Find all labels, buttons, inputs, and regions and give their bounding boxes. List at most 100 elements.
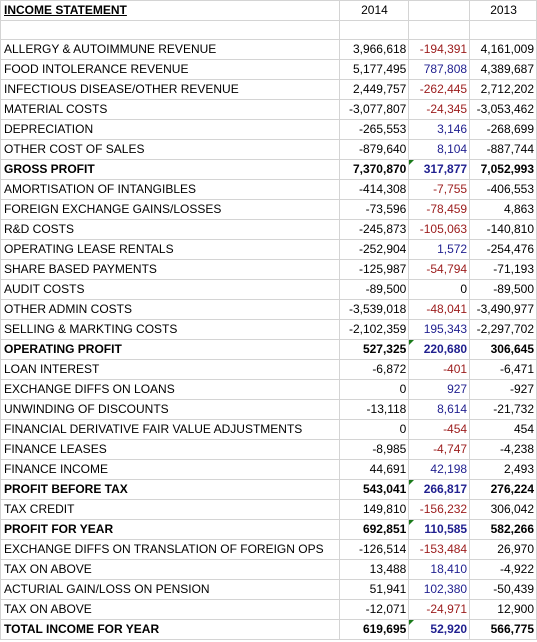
value-2013-cell[interactable]: -4,238: [469, 439, 537, 460]
value-2013-cell[interactable]: 4,161,009: [469, 39, 537, 60]
row-label-cell[interactable]: TAX ON ABOVE: [0, 559, 340, 580]
row-label-cell[interactable]: TOTAL INCOME FOR YEAR: [0, 619, 340, 640]
change-cell[interactable]: -48,041: [408, 299, 471, 320]
value-2013-cell[interactable]: 12,900: [469, 599, 537, 620]
change-cell[interactable]: -454: [408, 419, 471, 440]
change-cell[interactable]: -7,755: [408, 179, 471, 200]
change-cell[interactable]: 317,877: [408, 159, 471, 180]
value-2014-cell[interactable]: 692,851: [338, 519, 410, 540]
value-2014-cell[interactable]: -2,102,359: [338, 319, 410, 340]
value-2013-cell[interactable]: 454: [469, 419, 537, 440]
value-2014-cell[interactable]: 543,041: [338, 479, 410, 500]
change-cell[interactable]: 220,680: [408, 339, 471, 360]
value-2013-cell[interactable]: -21,732: [469, 399, 537, 420]
row-label-cell[interactable]: EXCHANGE DIFFS ON TRANSLATION OF FOREIGN…: [0, 539, 340, 560]
header-change-cell[interactable]: [408, 0, 471, 21]
row-label-cell[interactable]: PROFIT BEFORE TAX: [0, 479, 340, 500]
value-2013-cell[interactable]: -50,439: [469, 579, 537, 600]
value-2013-cell[interactable]: -254,476: [469, 239, 537, 260]
value-2014-cell[interactable]: 2,449,757: [338, 79, 410, 100]
value-2013-cell[interactable]: -71,193: [469, 259, 537, 280]
row-label-cell[interactable]: UNWINDING OF DISCOUNTS: [0, 399, 340, 420]
value-2014-cell[interactable]: 51,941: [338, 579, 410, 600]
value-2014-cell[interactable]: 3,966,618: [338, 39, 410, 60]
value-2014-cell[interactable]: -6,872: [338, 359, 410, 380]
change-cell[interactable]: 8,104: [408, 139, 471, 160]
value-2014-cell[interactable]: 619,695: [338, 619, 410, 640]
row-label-cell[interactable]: DEPRECIATION: [0, 119, 340, 140]
value-2013-cell[interactable]: -4,922: [469, 559, 537, 580]
statement-title-cell[interactable]: INCOME STATEMENT: [0, 0, 340, 21]
value-2014-cell[interactable]: 0: [338, 419, 410, 440]
value-2013-cell[interactable]: 7,052,993: [469, 159, 537, 180]
value-2014-cell[interactable]: -252,904: [338, 239, 410, 260]
value-2013-cell[interactable]: 26,970: [469, 539, 537, 560]
row-label-cell[interactable]: R&D COSTS: [0, 219, 340, 240]
row-label-cell[interactable]: TAX CREDIT: [0, 499, 340, 520]
value-2013-cell[interactable]: 4,389,687: [469, 59, 537, 80]
header-2014-cell[interactable]: 2014: [338, 0, 410, 21]
value-2014-cell[interactable]: -89,500: [338, 279, 410, 300]
value-2013-cell[interactable]: -3,053,462: [469, 99, 537, 120]
row-label-cell[interactable]: GROSS PROFIT: [0, 159, 340, 180]
change-cell[interactable]: 1,572: [408, 239, 471, 260]
row-label-cell[interactable]: LOAN INTEREST: [0, 359, 340, 380]
change-cell[interactable]: -78,459: [408, 199, 471, 220]
value-2014-cell[interactable]: 13,488: [338, 559, 410, 580]
row-label-cell[interactable]: SELLING & MARKTING COSTS: [0, 319, 340, 340]
value-2014-cell[interactable]: -3,077,807: [338, 99, 410, 120]
change-cell[interactable]: 787,808: [408, 59, 471, 80]
row-label-cell[interactable]: OPERATING LEASE RENTALS: [0, 239, 340, 260]
row-label-cell[interactable]: AUDIT COSTS: [0, 279, 340, 300]
change-cell[interactable]: 110,585: [408, 519, 471, 540]
value-2014-cell[interactable]: -13,118: [338, 399, 410, 420]
row-label-cell[interactable]: AMORTISATION OF INTANGIBLES: [0, 179, 340, 200]
value-2013-cell[interactable]: 306,042: [469, 499, 537, 520]
change-cell[interactable]: -262,445: [408, 79, 471, 100]
change-cell[interactable]: -24,345: [408, 99, 471, 120]
change-cell[interactable]: 266,817: [408, 479, 471, 500]
change-cell[interactable]: 3,146: [408, 119, 471, 140]
value-2013-cell[interactable]: -89,500: [469, 279, 537, 300]
value-2014-cell[interactable]: 527,325: [338, 339, 410, 360]
change-cell[interactable]: -401: [408, 359, 471, 380]
change-cell[interactable]: -24,971: [408, 599, 471, 620]
value-2013-cell[interactable]: 566,775: [469, 619, 537, 640]
value-2014-cell[interactable]: -245,873: [338, 219, 410, 240]
value-2014-cell[interactable]: -879,640: [338, 139, 410, 160]
row-label-cell[interactable]: FINANCE LEASES: [0, 439, 340, 460]
value-2013-cell[interactable]: -6,471: [469, 359, 537, 380]
value-2013-cell[interactable]: 4,863: [469, 199, 537, 220]
value-2014-cell[interactable]: -265,553: [338, 119, 410, 140]
value-2013-cell[interactable]: -927: [469, 379, 537, 400]
value-2013-cell[interactable]: 2,712,202: [469, 79, 537, 100]
row-label-cell[interactable]: ALLERGY & AUTOIMMUNE REVENUE: [0, 39, 340, 60]
change-cell[interactable]: 195,343: [408, 319, 471, 340]
value-2013-cell[interactable]: -887,744: [469, 139, 537, 160]
value-2014-cell[interactable]: -73,596: [338, 199, 410, 220]
row-label-cell[interactable]: OPERATING PROFIT: [0, 339, 340, 360]
change-cell[interactable]: -153,484: [408, 539, 471, 560]
change-cell[interactable]: -194,391: [408, 39, 471, 60]
value-2013-cell[interactable]: -268,699: [469, 119, 537, 140]
value-2014-cell[interactable]: -125,987: [338, 259, 410, 280]
value-2013-cell[interactable]: -140,810: [469, 219, 537, 240]
value-2014-cell[interactable]: -3,539,018: [338, 299, 410, 320]
change-cell[interactable]: -54,794: [408, 259, 471, 280]
change-cell[interactable]: 42,198: [408, 459, 471, 480]
row-label-cell[interactable]: OTHER COST OF SALES: [0, 139, 340, 160]
value-2014-cell[interactable]: -414,308: [338, 179, 410, 200]
row-label-cell[interactable]: ACTURIAL GAIN/LOSS ON PENSION: [0, 579, 340, 600]
value-2013-cell[interactable]: -406,553: [469, 179, 537, 200]
change-cell[interactable]: 8,614: [408, 399, 471, 420]
row-label-cell[interactable]: SHARE BASED PAYMENTS: [0, 259, 340, 280]
value-2014-cell[interactable]: 44,691: [338, 459, 410, 480]
header-2013-cell[interactable]: 2013: [469, 0, 537, 21]
row-label-cell[interactable]: FINANCE INCOME: [0, 459, 340, 480]
value-2013-cell[interactable]: -3,490,977: [469, 299, 537, 320]
change-cell[interactable]: -156,232: [408, 499, 471, 520]
value-2014-cell[interactable]: 5,177,495: [338, 59, 410, 80]
value-2014-cell[interactable]: 149,810: [338, 499, 410, 520]
value-2013-cell[interactable]: 306,645: [469, 339, 537, 360]
change-cell[interactable]: -105,063: [408, 219, 471, 240]
